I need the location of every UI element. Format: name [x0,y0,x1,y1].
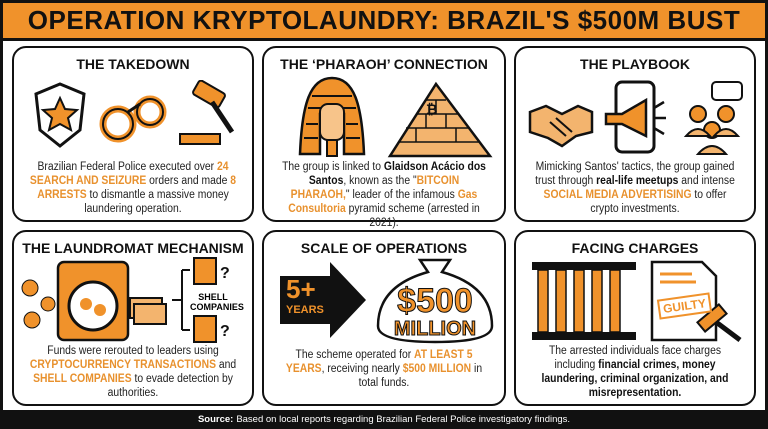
panel-heading: THE PLAYBOOK [580,56,690,72]
page-title: OPERATION KRYPTOLAUNDRY: BRAZIL'S $500M … [3,3,765,41]
panel-heading: THE TAKEDOWN [76,56,190,72]
years-number: 5+ [286,274,316,304]
arrow-icon [280,262,366,338]
panel-pharaoh-connection: THE ‘PHARAOH’ CONNECTION ₿ The group is … [262,46,506,229]
panel-description: Mimicking Santos' tactics, the group gai… [535,161,735,215]
svg-text:?: ? [220,265,230,282]
panel-description: The arrested individuals face charges in… [541,345,729,399]
pyramid-icon: ₿ [387,81,493,158]
panel-description: Funds were rerouted to leaders using CRY… [29,345,237,399]
source-text: Based on local reports regarding Brazili… [236,414,571,425]
panel-heading: SCALE OF OPERATIONS [300,240,468,256]
years-label: YEARS [286,304,324,316]
source-label: Source: [197,414,234,425]
amount-unit: MILLION [393,318,477,341]
panel-heading: FACING CHARGES [571,240,699,256]
source-footer: Source: Based on local reports regarding… [0,410,768,429]
shell-companies-label: SHELL COMPANIES [190,292,244,312]
panel-description: The scheme operated for AT LEAST 5 YEARS… [285,349,483,389]
document-icon [650,260,742,342]
washing-machine-icon [21,260,167,342]
panel-description: The group is linked to Glaidson Acácio d… [282,161,486,229]
panel-description: Brazilian Federal Police executed over 2… [29,161,237,215]
panel-playbook: THE PLAYBOOK Mimicking Santos' tactics, … [514,46,756,222]
svg-text:?: ? [220,323,230,340]
panel-heading: THE ‘PHARAOH’ CONNECTION [280,56,488,72]
gavel-icon [179,80,235,145]
panel-laundromat: THE LAUNDROMAT MECHANISM ?? SHELL COMPAN… [12,230,254,406]
svg-text:₿: ₿ [426,101,437,117]
panel-heading: THE LAUNDROMAT MECHANISM [22,240,244,256]
megaphone-phone-icon [604,80,666,154]
money-bag-icon [376,258,494,344]
jail-bars-icon [532,262,636,340]
group-chat-icon [683,81,743,155]
panel-scale: SCALE OF OPERATIONS 5+ YEARS $500 MILLIO… [262,230,506,406]
pharaoh-icon [298,76,366,157]
amount-value: $500 [397,282,474,321]
panel-facing-charges: FACING CHARGES GUILTY The arrested indiv… [514,230,756,406]
building-icon: ?? [172,257,230,343]
handcuffs-icon [99,95,167,143]
handshake-icon [528,104,594,148]
police-badge-icon [34,82,86,148]
panel-takedown: THE TAKEDOWN Brazilian Federal Police ex… [12,46,254,222]
